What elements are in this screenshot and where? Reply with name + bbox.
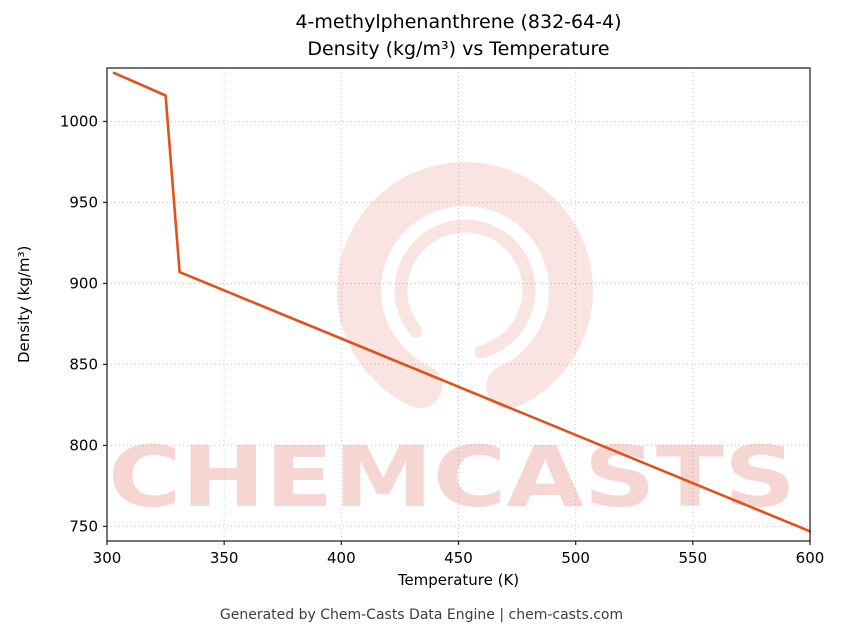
chart-title-line1: 4-methylphenanthrene (832-64-4) xyxy=(295,11,622,33)
y-tick-label-900: 900 xyxy=(69,274,98,292)
x-tick-label-500: 500 xyxy=(561,549,590,567)
x-tick-label-450: 450 xyxy=(444,549,473,567)
chart-title: 4-methylphenanthrene (832-64-4) Density … xyxy=(107,9,810,63)
y-tick-label-750: 750 xyxy=(69,517,98,535)
x-tick-label-400: 400 xyxy=(327,549,356,567)
footer-credit: Generated by Chem-Casts Data Engine | ch… xyxy=(219,607,624,623)
y-tick-label-800: 800 xyxy=(69,436,98,454)
watermark-logo-outer-ring xyxy=(337,162,593,418)
x-tick-label-550: 550 xyxy=(679,549,708,567)
watermark-text: CHEMCASTS xyxy=(108,428,796,526)
y-axis-label: Density (kg/m³) xyxy=(15,245,33,364)
x-tick-label-350: 350 xyxy=(210,549,239,567)
y-tick-label-1000: 1000 xyxy=(60,112,98,130)
series-line-density xyxy=(112,71,812,533)
y-tick-label-850: 850 xyxy=(69,355,98,373)
y-tick-label-950: 950 xyxy=(69,193,98,211)
x-axis-label: Temperature (K) xyxy=(397,571,520,589)
watermark-logo-inner-ring xyxy=(394,219,536,361)
x-tick-label-600: 600 xyxy=(796,549,825,567)
chart-title-line2: Density (kg/m³) vs Temperature xyxy=(307,38,610,60)
x-tick-label-300: 300 xyxy=(93,549,122,567)
